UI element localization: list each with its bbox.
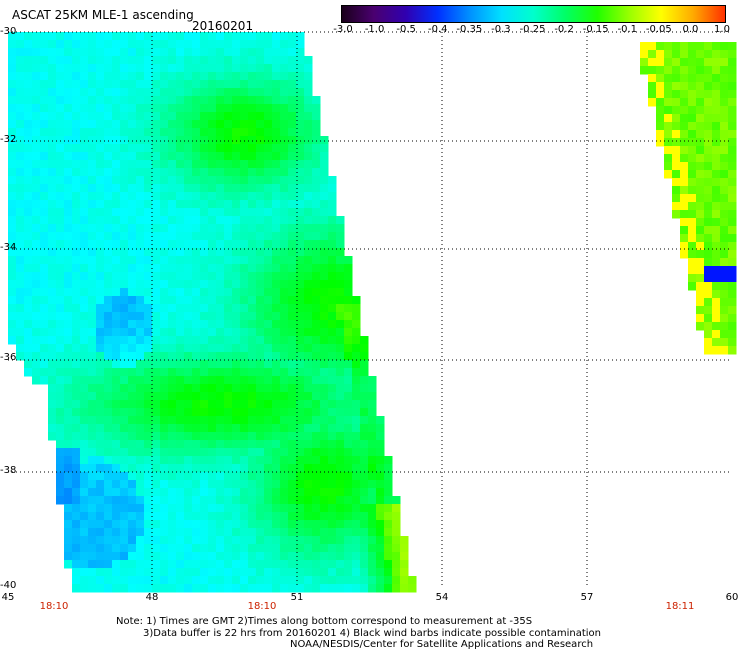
note-line-3: NOAA/NESDIS/Center for Satellite Applica… bbox=[290, 639, 594, 650]
colorbar bbox=[341, 5, 726, 23]
lon-label-60: 60 bbox=[725, 592, 739, 603]
lat-label-38: -38 bbox=[0, 465, 17, 476]
lon-label-51: 51 bbox=[290, 592, 304, 603]
colorbar-label: -0.2 bbox=[554, 24, 574, 35]
colorbar-label: -0.05 bbox=[645, 24, 672, 35]
time-label-1: 18:10 bbox=[39, 601, 69, 612]
colorbar-label: -0.35 bbox=[456, 24, 483, 35]
lat-label-36: -36 bbox=[0, 352, 17, 363]
time-label-3: 18:11 bbox=[665, 601, 695, 612]
colorbar-label: 0.0 bbox=[682, 24, 699, 35]
note-line-2: 3)Data buffer is 22 hrs from 20160201 4)… bbox=[143, 628, 601, 639]
colorbar-label: -0.25 bbox=[519, 24, 546, 35]
note-line-1: Note: 1) Times are GMT 2)Times along bot… bbox=[116, 616, 533, 627]
map-title: ASCAT 25KM MLE-1 ascending bbox=[12, 8, 194, 22]
lat-label-34: -34 bbox=[0, 242, 17, 253]
colorbar-label: -3.0 bbox=[333, 24, 353, 35]
lon-label-57: 57 bbox=[580, 592, 594, 603]
lat-lon-grid bbox=[8, 31, 732, 588]
colorbar-label: -0.15 bbox=[582, 24, 609, 35]
colorbar-label: -0.4 bbox=[427, 24, 448, 35]
swath-cells bbox=[8, 32, 737, 593]
lat-label-40: -40 bbox=[0, 580, 17, 591]
lon-label-54: 54 bbox=[435, 592, 449, 603]
colorbar-label: 1.0 bbox=[714, 24, 730, 35]
time-label-2: 18:10 bbox=[247, 601, 277, 612]
colorbar-label: -0.3 bbox=[491, 24, 511, 35]
lon-label-48: 48 bbox=[145, 592, 159, 603]
colorbar-label: -0.5 bbox=[396, 24, 416, 35]
lon-label-45: 45 bbox=[1, 592, 15, 603]
lat-label-32: -32 bbox=[0, 134, 17, 145]
lat-label-30: -30 bbox=[0, 26, 17, 37]
map-date: 20160201 bbox=[192, 19, 254, 33]
colorbar-label: -1.0 bbox=[364, 24, 385, 35]
colorbar-label: -0.1 bbox=[617, 24, 638, 35]
